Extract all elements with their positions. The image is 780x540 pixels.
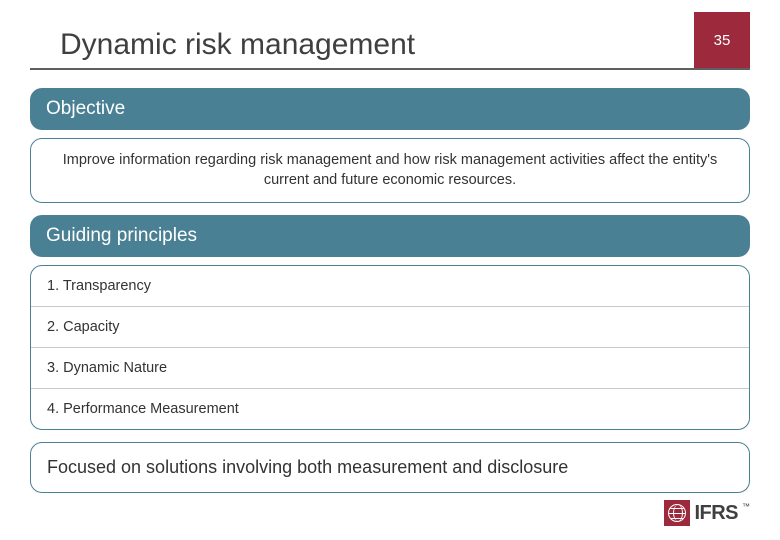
objective-body-box: Improve information regarding risk manag…: [30, 138, 750, 203]
guiding-principles-label: Guiding principles: [46, 225, 197, 246]
page-number: 35: [714, 32, 731, 49]
principle-text: 1. Transparency: [47, 278, 151, 294]
objective-body: Improve information regarding risk manag…: [63, 152, 718, 188]
principle-text: 2. Capacity: [47, 319, 120, 335]
page-number-badge: 35: [694, 12, 750, 68]
list-item: 1. Transparency: [31, 266, 749, 307]
slide-content: Objective Improve information regarding …: [0, 88, 780, 493]
footer-logo: IFRS ™: [664, 500, 750, 526]
objective-header: Objective: [30, 88, 750, 130]
guiding-principles-list: 1. Transparency 2. Capacity 3. Dynamic N…: [30, 265, 750, 430]
list-item: 2. Capacity: [31, 307, 749, 348]
list-item: 3. Dynamic Nature: [31, 348, 749, 389]
page-title: Dynamic risk management: [60, 28, 750, 62]
ifrs-logo-text: IFRS: [694, 502, 738, 525]
ifrs-logo-icon: [664, 500, 690, 526]
guiding-principles-header: Guiding principles: [30, 215, 750, 257]
list-item: 4. Performance Measurement: [31, 389, 749, 429]
focus-body: Focused on solutions involving both meas…: [47, 457, 568, 477]
objective-label: Objective: [46, 98, 125, 119]
principle-text: 3. Dynamic Nature: [47, 360, 167, 376]
globe-icon: [668, 504, 686, 522]
principle-text: 4. Performance Measurement: [47, 401, 239, 417]
slide-header: Dynamic risk management 35: [30, 0, 750, 70]
focus-box: Focused on solutions involving both meas…: [30, 442, 750, 493]
trademark-symbol: ™: [742, 502, 750, 511]
